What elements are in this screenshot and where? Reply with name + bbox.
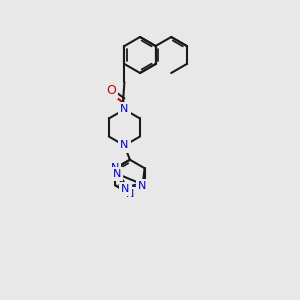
Text: N: N — [120, 140, 129, 151]
Text: N: N — [112, 169, 121, 179]
Text: N: N — [120, 104, 129, 115]
Text: N: N — [111, 163, 119, 173]
Text: N: N — [126, 189, 134, 199]
Text: N: N — [121, 184, 130, 194]
Text: N: N — [138, 181, 147, 191]
Text: O: O — [106, 84, 116, 97]
